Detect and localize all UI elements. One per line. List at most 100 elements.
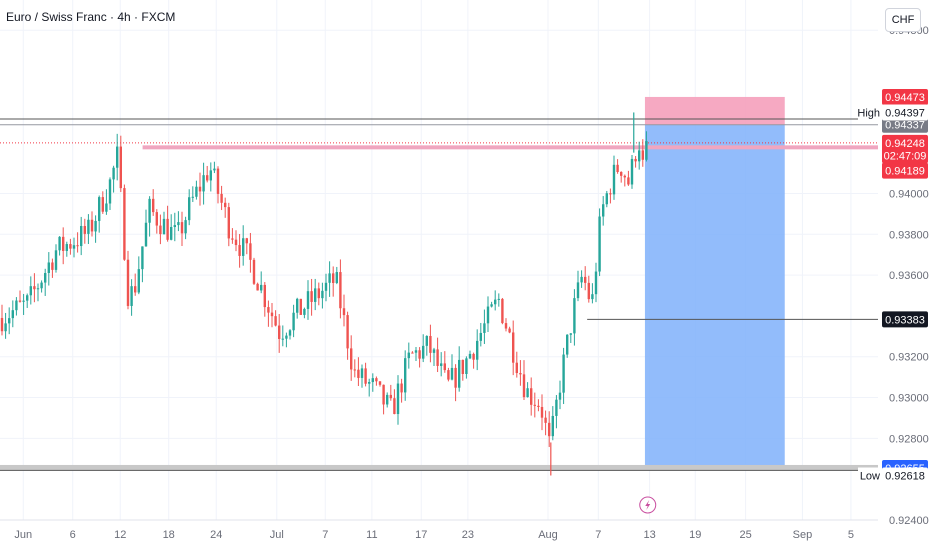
- candle-body: [638, 150, 641, 162]
- countdown-tag: [882, 147, 928, 164]
- candle-body: [299, 298, 302, 315]
- candle-body: [576, 282, 580, 299]
- candle-body: [371, 378, 374, 383]
- countdown-text: 02:47:09: [884, 150, 927, 162]
- candle-body: [231, 238, 234, 240]
- x-tick-label: Sep: [793, 529, 813, 541]
- candle-body: [483, 323, 486, 333]
- candle-body: [292, 312, 295, 331]
- candle-body: [364, 368, 367, 384]
- candle-body: [454, 367, 457, 388]
- candle-body: [180, 222, 184, 234]
- candle-body: [465, 358, 468, 374]
- candle-body: [461, 359, 464, 374]
- candle-body: [126, 259, 130, 306]
- candle-body: [393, 398, 396, 415]
- candle-body: [141, 246, 144, 270]
- candle-body: [18, 300, 22, 302]
- candle-body: [130, 286, 133, 306]
- candle-body: [346, 315, 349, 349]
- candle-body: [630, 158, 634, 185]
- candle-body: [29, 286, 32, 296]
- resistance-line: [142, 145, 878, 150]
- candle-body: [432, 349, 436, 353]
- candle-body: [288, 330, 292, 336]
- candle-body: [191, 196, 194, 198]
- x-tick-label: Aug: [538, 529, 558, 541]
- candle-body: [303, 308, 306, 315]
- candle-body: [260, 284, 263, 291]
- candle-body: [80, 226, 83, 247]
- high-price-tag: [882, 104, 928, 121]
- candle-body: [447, 370, 450, 380]
- candle-body: [87, 219, 90, 234]
- stop-price-tag: [882, 88, 928, 105]
- candle-body: [274, 316, 277, 326]
- candle-body: [252, 259, 256, 284]
- candle-body: [612, 164, 616, 195]
- candle-body: [375, 378, 378, 382]
- candle-body: [353, 369, 356, 371]
- candle-body: [47, 262, 50, 273]
- candle-body: [555, 399, 558, 416]
- candle-body: [422, 345, 425, 359]
- candle-body: [396, 383, 400, 415]
- candle-body: [386, 394, 389, 405]
- bid-price-tag: [882, 162, 928, 179]
- candle-body: [213, 168, 216, 171]
- candle-body: [285, 335, 288, 339]
- candle-body: [360, 368, 364, 378]
- x-tick-label: 23: [462, 529, 474, 541]
- candle-body: [26, 295, 29, 301]
- candle-body: [105, 203, 108, 212]
- candle-body: [540, 406, 544, 418]
- candle-body: [605, 193, 608, 205]
- x-tick-label: 7: [322, 529, 328, 541]
- low-price-text: 0.92618: [885, 471, 925, 483]
- take-profit-zone: [644, 124, 785, 468]
- candle-body: [443, 363, 446, 371]
- candle-body: [587, 282, 590, 300]
- candle-body: [209, 170, 212, 181]
- candle-body: [155, 212, 158, 226]
- candle-body: [609, 193, 612, 195]
- candle-body: [407, 352, 410, 359]
- candle-body: [22, 300, 25, 302]
- candle-body: [94, 220, 97, 232]
- candle-body: [357, 369, 360, 378]
- candle-body: [306, 291, 310, 309]
- candle-body: [11, 310, 14, 319]
- candle-body: [148, 198, 151, 223]
- candle-body: [278, 325, 281, 339]
- candle-body: [144, 222, 148, 247]
- candle-body: [623, 175, 626, 178]
- candle-body: [458, 359, 461, 388]
- candle-body: [8, 318, 11, 324]
- candle-body: [159, 225, 162, 235]
- candle-body: [44, 272, 47, 283]
- candle-body: [72, 245, 76, 249]
- currency-button[interactable]: CHF: [885, 8, 921, 32]
- x-tick-label: 7: [595, 529, 601, 541]
- mid-support-text: 0.93383: [885, 314, 925, 326]
- bid-price-text: 0.94189: [885, 166, 925, 178]
- candle-body: [602, 204, 605, 217]
- candle-body: [562, 354, 565, 393]
- candle-body: [641, 150, 644, 160]
- candle-body: [569, 333, 572, 335]
- candle-body: [36, 288, 40, 290]
- high-price-caption: High: [857, 107, 880, 119]
- candle-body: [173, 225, 176, 227]
- candle-body: [400, 383, 403, 393]
- x-tick-label: 11: [366, 529, 377, 541]
- candle-body: [98, 197, 101, 221]
- candle-body: [411, 352, 414, 354]
- candle-body: [468, 353, 472, 359]
- lightning-glyph: [645, 500, 651, 510]
- candle-body: [497, 298, 500, 300]
- candle-body: [220, 193, 223, 203]
- candle-body: [90, 219, 94, 232]
- candle-body: [321, 290, 324, 299]
- candle-body: [270, 312, 274, 317]
